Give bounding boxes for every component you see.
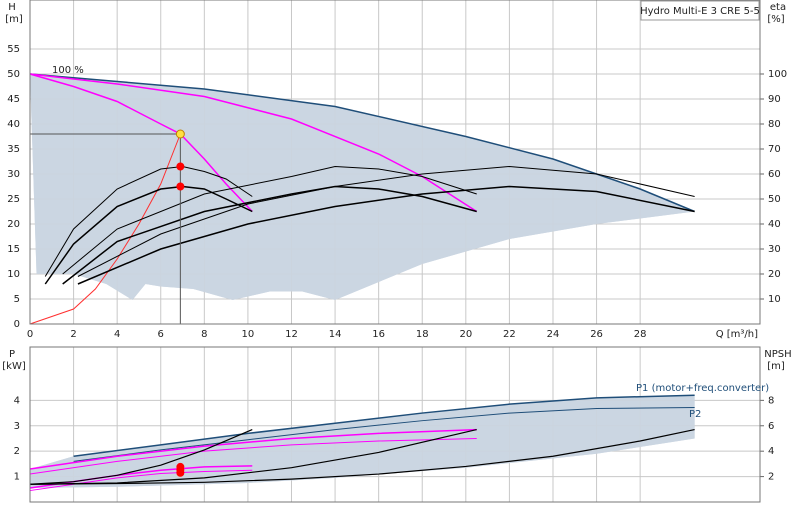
legend-box (640, 0, 760, 21)
y2-axis-unit: [%] (767, 14, 784, 25)
power-chart: 1 2 3 4 2 4 6 8 P[kW] NPSH[m] (2, 346, 792, 503)
x-axis-label: Q [m³/h] (716, 329, 758, 340)
curve (29, 469, 253, 492)
y-axis-label: P (9, 349, 15, 360)
head-chart: 0 2 4 6 8 10 12 14 16 18 20 22 24 26 28051015202530354… (5, 0, 787, 340)
y2-tick-label: 80 (768, 119, 781, 130)
x-tick-label: 0 (27, 329, 33, 340)
curve (29, 428, 477, 485)
y2-tick-label: 4 (768, 446, 774, 457)
speed-annotation: 100 % (52, 65, 84, 76)
range-area (30, 74, 695, 300)
x-tick-label: 20 (459, 329, 472, 340)
duty-point (176, 462, 185, 471)
y-tick-label: 45 (7, 94, 20, 105)
y2-tick-label: 40 (768, 219, 781, 230)
plot-frame (29, 346, 761, 503)
curve (29, 133, 181, 325)
curve (44, 165, 253, 277)
y-axis-unit: [m] (5, 14, 23, 25)
curve (29, 429, 253, 485)
x-tick-label: 14 (329, 329, 342, 340)
x-tick-label: 6 (158, 329, 164, 340)
y2-tick-label: 70 (768, 144, 781, 155)
y-tick-label: 3 (14, 421, 20, 432)
y2-tick-label: 20 (768, 269, 781, 280)
y-tick-label: 55 (7, 44, 20, 55)
y-tick-label: 4 (14, 395, 20, 406)
duty-point (175, 129, 185, 139)
curve (29, 437, 477, 475)
curve (29, 73, 695, 213)
curve (29, 73, 253, 213)
legend-text: Hydro Multi-E 3 CRE 5-5 (640, 6, 760, 17)
y2-tick-label: 6 (768, 421, 774, 432)
curve (77, 165, 695, 277)
p2-label: P2 (689, 409, 701, 420)
x-tick-label: 24 (547, 329, 560, 340)
y-tick-label: 35 (7, 144, 20, 155)
y2-tick-label: 8 (768, 395, 774, 406)
y-tick-label: 10 (7, 269, 20, 280)
curve (29, 465, 253, 489)
plot-frame (29, 0, 761, 325)
y-tick-label: 50 (7, 69, 20, 80)
y-tick-label: 1 (14, 472, 20, 483)
y2-tick-label: 90 (768, 94, 781, 105)
x-tick-label: 26 (590, 329, 603, 340)
duty-point (176, 162, 185, 171)
curve (44, 185, 253, 285)
x-tick-label: 16 (372, 329, 385, 340)
x-tick-label: 22 (503, 329, 516, 340)
x-tick-label: 4 (114, 329, 120, 340)
y-tick-label: 15 (7, 244, 20, 255)
y-tick-label: 30 (7, 169, 20, 180)
curve (73, 406, 695, 462)
y2-tick-label: 50 (768, 194, 781, 205)
x-tick-label: 2 (70, 329, 76, 340)
y2-tick-label: 10 (768, 294, 781, 305)
y2-tick-label: 60 (768, 169, 781, 180)
y-tick-label: 20 (7, 219, 20, 230)
curve (29, 428, 477, 470)
y-tick-label: 25 (7, 194, 20, 205)
y-axis-label: H (8, 2, 16, 13)
curve (77, 185, 695, 285)
curve (29, 428, 695, 485)
x-tick-label: 10 (242, 329, 255, 340)
duty-point (176, 182, 185, 191)
p1-label: P1 (motor+freq.converter) (636, 383, 769, 394)
y2-tick-label: 30 (768, 244, 781, 255)
y2-tick-label: 2 (768, 472, 774, 483)
y2-axis-unit: [m] (767, 361, 785, 372)
y-tick-label: 0 (14, 319, 20, 330)
y2-axis-label: NPSH (764, 349, 791, 360)
x-tick-label: 12 (285, 329, 298, 340)
y2-tick-label: 100 (768, 69, 787, 80)
y2-axis-label: eta (770, 2, 786, 13)
x-tick-label: 8 (201, 329, 207, 340)
y-axis-unit: [kW] (2, 361, 26, 372)
y-tick-label: 40 (7, 119, 20, 130)
curve (73, 394, 695, 458)
y-tick-label: 2 (14, 446, 20, 457)
x-tick-label: 18 (416, 329, 429, 340)
y-tick-label: 5 (14, 294, 20, 305)
x-tick-label: 28 (634, 329, 647, 340)
